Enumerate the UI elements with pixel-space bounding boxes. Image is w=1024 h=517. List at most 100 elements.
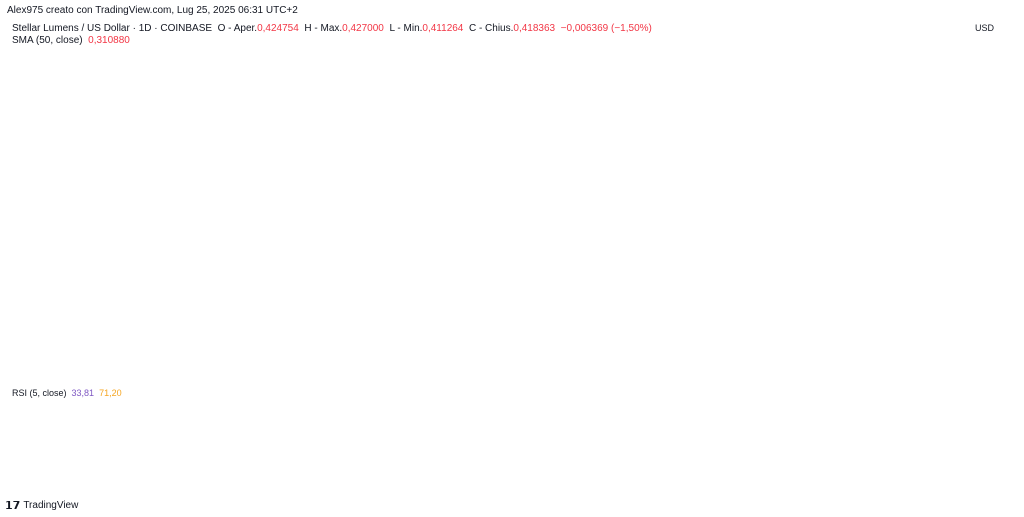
rsi-label: RSI (5, close) <box>12 388 67 398</box>
tv-logo-icon: 𝟭𝟳 <box>5 500 21 512</box>
candle-up <box>170 359 191 364</box>
price-tick-label: 0,240000 <box>971 351 1009 361</box>
tradingview-logo[interactable]: 𝟭𝟳 TradingView <box>5 499 78 512</box>
date-tick-label: 23 <box>69 481 79 491</box>
date-tick-label: 13 <box>588 481 598 491</box>
candle-up <box>664 114 685 117</box>
date-tick-label: 25 <box>900 481 910 491</box>
resistance-label-lower: Resistenza <box>309 205 372 219</box>
support-label: Supporto <box>857 224 920 240</box>
date-tick-label: 19 <box>744 481 754 491</box>
open-value: 0,424754 <box>257 23 299 34</box>
candle-down <box>638 102 659 117</box>
price-tick-label: 0,400000 <box>971 170 1009 180</box>
date-tick-label: 15 <box>640 481 650 491</box>
date-tick-label: 21 <box>17 481 27 491</box>
candle-up <box>560 183 581 221</box>
low-value: 0,411264 <box>422 23 464 34</box>
high-label: H - Max. <box>304 23 343 34</box>
price-tick-label: 0,220000 <box>971 374 1009 384</box>
rsi-tick-label: 100,00 <box>975 384 1003 394</box>
candle-down <box>897 147 918 155</box>
symbol-name[interactable]: Stellar Lumens / US Dollar · 1D · COINBA… <box>12 23 213 34</box>
resistance-label-upper: Resistenza <box>880 86 943 100</box>
candle-up <box>92 347 113 351</box>
candle-down <box>612 94 633 103</box>
candle-down <box>430 343 451 347</box>
date-tick-label: 25 <box>121 481 131 491</box>
rsi-badge <box>966 434 1000 449</box>
candle-up <box>534 220 555 286</box>
rsi-tick-label: 50,00 <box>975 423 998 433</box>
rsi-line <box>0 390 909 461</box>
sma-label: SMA (50, close) <box>12 35 83 46</box>
price-tick-label: 0,500000 <box>971 57 1009 67</box>
sma-value: 0,310880 <box>88 35 130 46</box>
candle-up <box>66 349 87 370</box>
last-price-badge <box>966 147 1016 162</box>
price-tick-label: 0,260000 <box>971 329 1009 339</box>
rsi-ma-badge-text: 71,20 <box>970 407 993 417</box>
date-tick-label: 11 <box>537 481 546 491</box>
candle-up <box>482 301 503 334</box>
rsi-ma-badge <box>966 404 1000 419</box>
candle-down <box>118 347 139 356</box>
candle-up <box>222 356 243 358</box>
candle-down <box>15 355 35 362</box>
trend-line <box>0 325 545 371</box>
price-tick-label: 0,420000 <box>971 136 1009 146</box>
price-tick-label: 0,480000 <box>971 80 1009 90</box>
lightning-glyph-icon <box>905 351 911 361</box>
candle-up <box>404 345 425 359</box>
candle-up <box>586 94 607 184</box>
date-tick-label: 7 <box>435 481 440 491</box>
price-tick-label: 0,320000 <box>971 258 1009 268</box>
candle-up <box>508 285 529 302</box>
candle-down <box>352 354 373 360</box>
rsi-overbought-fill <box>479 390 734 416</box>
price-tick-label: 0,280000 <box>971 306 1009 316</box>
candle-up <box>768 103 789 107</box>
close-label: C - Chius. <box>468 23 514 34</box>
rsi-tick-label: 0,00 <box>975 463 993 473</box>
chart-credit: Alex975 creato con TradingView.com, Lug … <box>7 5 298 16</box>
candle-up <box>794 92 815 104</box>
date-tick-label: 3 <box>331 481 336 491</box>
sma-badge <box>966 269 1016 284</box>
price-tick-label: 0,300000 <box>971 284 1009 294</box>
candle-down <box>274 358 295 374</box>
date-tick-label: Lug <box>273 481 290 491</box>
price-tick-label: 0,460000 <box>971 102 1009 112</box>
rsi-legend[interactable]: RSI (5, close) 33,81 71,20 <box>12 388 122 398</box>
candle-down <box>872 143 893 147</box>
sma-line <box>0 275 909 334</box>
date-tick-label: 5 <box>383 481 388 491</box>
lightning-icon <box>901 349 915 363</box>
sma-legend[interactable]: SMA (50, close) 0,310880 <box>12 35 130 46</box>
candle-down <box>40 359 61 370</box>
candle-up <box>456 333 477 348</box>
date-tick-label: 9 <box>487 481 492 491</box>
candle-down <box>820 91 841 93</box>
fib-100-label: 100,00% <box>626 35 662 45</box>
candle-up <box>742 106 763 109</box>
candle-up <box>690 64 711 115</box>
candle-down <box>144 355 165 364</box>
price-tick-label: 0,380000 <box>971 193 1009 203</box>
price-tick-label: 0,440000 <box>971 125 1009 135</box>
rsi-ma-value: 71,20 <box>99 388 122 398</box>
rsi-ma-line <box>0 401 909 445</box>
price-tick-label: 0,340000 <box>971 238 1009 248</box>
last-price-badge-text: 0,418363 <box>970 150 1008 160</box>
fib-50-label: 50,00% <box>626 210 657 220</box>
symbol-legend: Stellar Lumens / US Dollar · 1D · COINBA… <box>12 23 652 34</box>
rsi-oversold-fill <box>0 441 75 461</box>
candle-up <box>300 358 321 374</box>
high-value: 0,427000 <box>342 23 384 34</box>
open-label: O - Aper. <box>217 23 258 34</box>
date-tick-label: 27 <box>952 481 962 491</box>
low-label: L - Min. <box>389 23 423 34</box>
candle-down <box>716 64 737 109</box>
rsi-badge-text: 33,81 <box>970 437 993 447</box>
